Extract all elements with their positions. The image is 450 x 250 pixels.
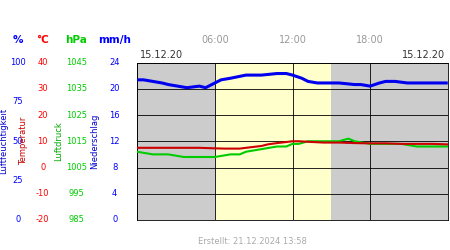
Text: Niederschlag: Niederschlag [90, 114, 99, 169]
Text: mm/h: mm/h [98, 35, 131, 45]
Text: 50: 50 [13, 137, 23, 146]
Text: 1045: 1045 [66, 58, 87, 67]
Text: 1015: 1015 [66, 137, 87, 146]
Text: 12: 12 [109, 137, 120, 146]
Text: 16: 16 [109, 110, 120, 120]
Text: 8: 8 [112, 163, 117, 172]
Text: 12:00: 12:00 [279, 35, 306, 45]
Text: 1005: 1005 [66, 163, 87, 172]
Text: 10: 10 [37, 137, 48, 146]
Text: 100: 100 [10, 58, 26, 67]
Text: hPa: hPa [66, 35, 87, 45]
Text: 995: 995 [68, 189, 85, 198]
Text: 06:00: 06:00 [201, 35, 229, 45]
Text: 24: 24 [109, 58, 120, 67]
Text: °C: °C [36, 35, 49, 45]
Text: 0: 0 [112, 216, 117, 224]
Text: 40: 40 [37, 58, 48, 67]
Text: Temperatur: Temperatur [19, 117, 28, 166]
Text: 0: 0 [40, 163, 45, 172]
Text: Luftdruck: Luftdruck [54, 122, 63, 161]
Text: 30: 30 [37, 84, 48, 93]
Text: 4: 4 [112, 189, 117, 198]
Text: 75: 75 [13, 97, 23, 106]
Text: 1035: 1035 [66, 84, 87, 93]
Text: 20: 20 [37, 110, 48, 120]
Text: -10: -10 [36, 189, 50, 198]
Text: 15.12.20: 15.12.20 [140, 50, 183, 60]
Text: 1025: 1025 [66, 110, 87, 120]
Text: %: % [13, 35, 23, 45]
Text: 18:00: 18:00 [356, 35, 384, 45]
Text: 0: 0 [15, 216, 21, 224]
Text: 15.12.20: 15.12.20 [402, 50, 446, 60]
Text: 985: 985 [68, 216, 85, 224]
Text: 20: 20 [109, 84, 120, 93]
Text: Erstellt: 21.12.2024 13:58: Erstellt: 21.12.2024 13:58 [198, 238, 306, 246]
Bar [215, 62, 331, 220]
Text: -20: -20 [36, 216, 50, 224]
Text: Luftfeuchtigkeit: Luftfeuchtigkeit [0, 108, 8, 174]
Text: 25: 25 [13, 176, 23, 185]
